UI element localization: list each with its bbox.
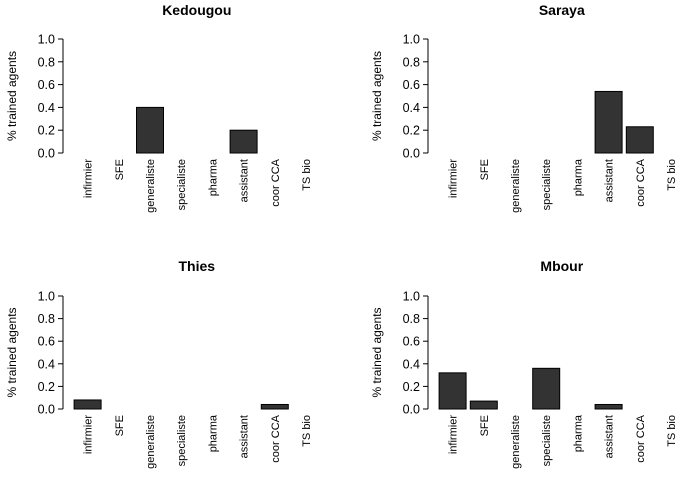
y-tick-label: 0.4 bbox=[403, 101, 420, 115]
y-tick-label: 0.6 bbox=[38, 78, 55, 92]
x-tick-label: coor CCA bbox=[635, 414, 647, 462]
x-tick-label: infirmier bbox=[83, 159, 95, 198]
y-tick-label: 0.8 bbox=[38, 55, 55, 69]
y-tick-label: 0.4 bbox=[38, 101, 55, 115]
y-tick-label: 1.0 bbox=[38, 290, 55, 304]
y-tick-label: 0.6 bbox=[38, 335, 55, 349]
bar bbox=[136, 106, 164, 154]
bar bbox=[229, 129, 258, 154]
bar bbox=[594, 403, 623, 410]
y-tick-label: 0.0 bbox=[38, 403, 55, 417]
bar bbox=[469, 400, 498, 410]
y-tick-label: 0.0 bbox=[403, 403, 420, 417]
x-tick-label: pharma bbox=[572, 414, 584, 452]
chart-title: Saraya bbox=[539, 2, 585, 18]
x-tick-label: specialiste bbox=[176, 159, 188, 210]
x-tick-label: SFE bbox=[114, 159, 126, 180]
bar bbox=[625, 126, 654, 154]
x-tick-label: generaliste bbox=[510, 415, 522, 469]
x-tick-label: generaliste bbox=[510, 159, 522, 213]
chart-title: Kedougou bbox=[162, 2, 231, 18]
y-tick-label: 1.0 bbox=[403, 33, 420, 47]
x-tick-label: assistant bbox=[239, 415, 251, 458]
x-tick-label: SFE bbox=[479, 159, 491, 180]
y-tick-label: 0.0 bbox=[403, 147, 420, 161]
bar bbox=[594, 90, 623, 154]
x-tick-label: SFE bbox=[114, 415, 126, 436]
y-tick-label: 0.8 bbox=[403, 312, 420, 326]
y-tick-label: 0.4 bbox=[403, 357, 420, 371]
y-tick-label: 0.4 bbox=[38, 357, 55, 371]
x-tick-label: specialiste bbox=[541, 415, 553, 466]
y-tick-label: 0.2 bbox=[403, 380, 420, 394]
chart-title: Mbour bbox=[540, 258, 583, 274]
x-tick-label: infirmier bbox=[448, 159, 460, 198]
y-tick-label: 0.2 bbox=[403, 124, 420, 138]
y-tick-label: 0.2 bbox=[38, 124, 55, 138]
y-tick-label: 1.0 bbox=[38, 33, 55, 47]
chart-title: Thies bbox=[179, 258, 216, 274]
y-tick-label: 0.8 bbox=[403, 55, 420, 69]
x-tick-label: TS bio bbox=[666, 159, 678, 191]
y-tick-label: 0.6 bbox=[403, 78, 420, 92]
x-tick-label: infirmier bbox=[448, 415, 460, 454]
bar bbox=[438, 372, 467, 410]
y-axis-label: % trained agents bbox=[5, 51, 19, 141]
x-tick-label: TS bio bbox=[666, 415, 678, 447]
x-tick-label: specialiste bbox=[176, 415, 188, 466]
x-tick-label: pharma bbox=[572, 158, 584, 196]
x-tick-label: generaliste bbox=[145, 159, 157, 213]
x-tick-label: TS bio bbox=[301, 159, 313, 191]
x-tick-label: infirmier bbox=[83, 415, 95, 454]
x-tick-label: assistant bbox=[604, 159, 616, 202]
bar bbox=[260, 403, 289, 410]
x-tick-label: coor CCA bbox=[635, 158, 647, 206]
y-tick-label: 0.2 bbox=[38, 380, 55, 394]
y-axis-label: % trained agents bbox=[370, 51, 384, 141]
x-tick-label: assistant bbox=[604, 415, 616, 458]
y-tick-label: 0.8 bbox=[38, 312, 55, 326]
y-tick-label: 0.6 bbox=[403, 335, 420, 349]
x-tick-label: pharma bbox=[207, 158, 219, 196]
y-tick-label: 0.0 bbox=[38, 147, 55, 161]
y-axis-label: % trained agents bbox=[5, 307, 19, 397]
y-axis-label: % trained agents bbox=[370, 307, 384, 397]
x-tick-label: specialiste bbox=[541, 159, 553, 210]
x-tick-label: generaliste bbox=[145, 415, 157, 469]
x-tick-label: coor CCA bbox=[270, 158, 282, 206]
bar bbox=[73, 399, 102, 410]
y-tick-label: 1.0 bbox=[403, 290, 420, 304]
x-tick-label: assistant bbox=[239, 159, 251, 202]
x-tick-label: TS bio bbox=[301, 415, 313, 447]
x-tick-label: SFE bbox=[479, 415, 491, 436]
bar bbox=[532, 367, 561, 410]
x-tick-label: coor CCA bbox=[270, 414, 282, 462]
x-tick-label: pharma bbox=[207, 414, 219, 452]
